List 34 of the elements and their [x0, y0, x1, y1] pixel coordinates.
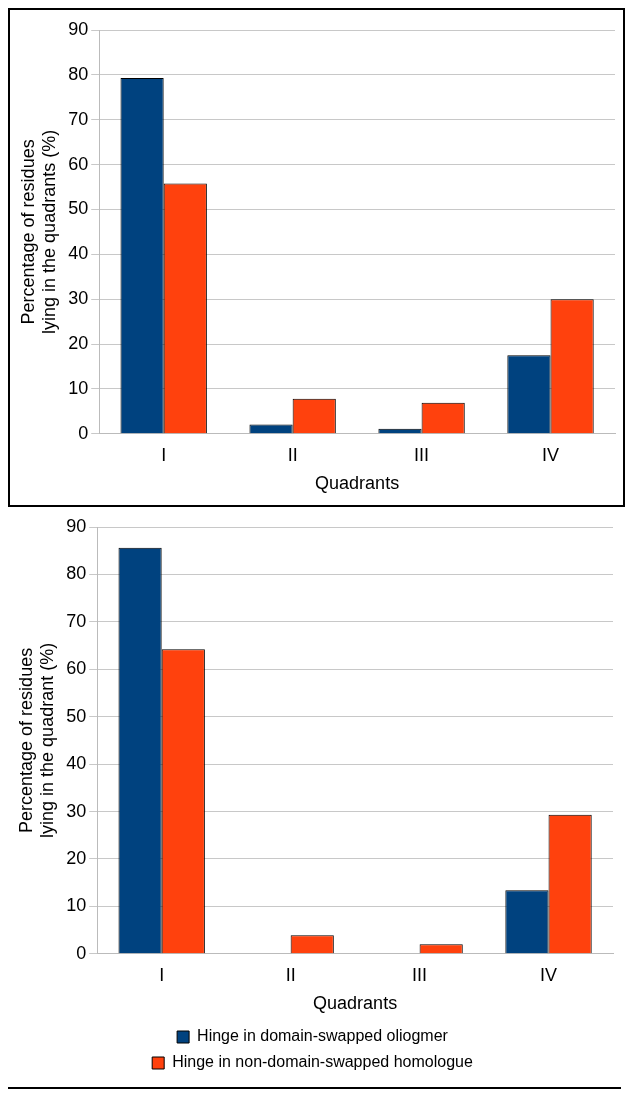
y-tick-label: 50 [68, 198, 89, 219]
y-tick-label: 60 [68, 153, 89, 174]
y-tick-label: 40 [66, 753, 87, 774]
y-tick-label: 20 [68, 333, 89, 354]
x-tick-label: I [161, 444, 167, 465]
x-tick-label: II [285, 964, 296, 985]
legend-label: Hinge in domain-swapped oliogmer [197, 1027, 449, 1045]
x-axis-title: Quadrants [313, 993, 398, 1014]
x-axis-title: Quadrants [315, 473, 400, 494]
y-tick-label: 20 [66, 847, 87, 868]
x-tick-label: III [412, 964, 428, 985]
y-tick-label: 80 [68, 63, 89, 84]
y-tick-label: 70 [66, 610, 87, 631]
y-tick-label: 10 [68, 377, 89, 398]
y-tick-label: 70 [68, 108, 89, 129]
y-tick-label: 90 [66, 515, 87, 536]
y-tick-label: 30 [68, 288, 89, 309]
y-tick-label: 50 [66, 705, 87, 726]
y-tick-label: 0 [76, 942, 87, 963]
y-tick-label: 60 [66, 658, 87, 679]
x-tick-label: IV [542, 444, 560, 465]
y-tick-label: 0 [78, 422, 89, 443]
x-tick-label: IV [540, 964, 558, 985]
y-tick-label: 40 [68, 243, 89, 264]
y-tick-label: 80 [66, 563, 87, 584]
y-axis-title: Percentage of residues lying in the quadrant (%) [15, 642, 58, 838]
x-tick-label: II [287, 444, 298, 465]
y-tick-label: 90 [68, 18, 89, 39]
x-tick-label: I [159, 964, 165, 985]
y-tick-label: 30 [66, 800, 87, 821]
x-tick-label: III [414, 444, 430, 465]
legend-label: Hinge in non-domain-swapped homologue [172, 1053, 473, 1071]
y-axis-title: Percentage of residues lying in the quadrants (%) [17, 129, 60, 334]
y-tick-label: 10 [66, 895, 87, 916]
